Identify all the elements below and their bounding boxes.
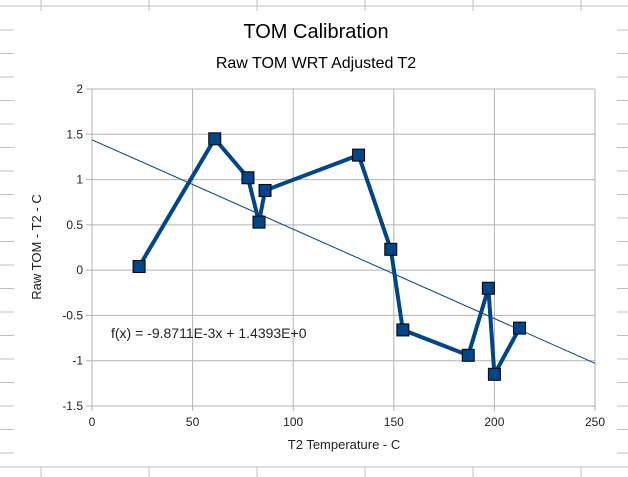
data-point-marker <box>132 260 146 274</box>
y-tick-label: -0.5 <box>62 308 83 322</box>
data-point-marker <box>208 132 222 146</box>
y-tick-label: 0.5 <box>66 218 83 232</box>
y-axis-label: Raw TOM - T2 - C <box>29 194 44 299</box>
y-tick-label: -1 <box>72 354 83 368</box>
trendline-equation: f(x) = -9.8711E-3x + 1.4393E+0 <box>111 325 307 341</box>
y-axis-ticks: 2 1.5 1 0.5 0 -0.5 -1 -1.5 <box>62 82 83 413</box>
x-tick-label: 100 <box>283 415 303 429</box>
y-tick-label: 2 <box>76 82 83 96</box>
x-axis-ticks: 0 50 100 150 200 250 <box>89 415 606 429</box>
chart-title: TOM Calibration <box>243 21 388 43</box>
series-markers <box>132 132 527 381</box>
data-point-marker <box>481 281 495 295</box>
data-point-marker <box>241 171 255 185</box>
x-tick-label: 0 <box>89 415 96 429</box>
data-point-marker <box>396 323 410 337</box>
y-tick-label: -1.5 <box>62 399 83 413</box>
data-point-marker <box>252 215 266 229</box>
data-point-marker <box>487 367 501 381</box>
data-point-marker <box>352 148 366 162</box>
x-tick-label: 150 <box>384 415 404 429</box>
data-point-marker <box>384 242 398 256</box>
x-tick-label: 50 <box>186 415 200 429</box>
x-tick-label: 250 <box>585 415 605 429</box>
x-axis-label: T2 Temperature - C <box>288 437 400 452</box>
y-tick-label: 1 <box>76 173 83 187</box>
y-tick-label: 1.5 <box>66 127 83 141</box>
chart-subtitle: Raw TOM WRT Adjusted T2 <box>216 55 416 72</box>
data-point-marker <box>461 348 475 362</box>
data-point-marker <box>513 321 527 335</box>
x-tick-label: 200 <box>484 415 504 429</box>
data-point-marker <box>258 183 272 197</box>
trendline <box>91 139 596 364</box>
y-tick-label: 0 <box>76 263 83 277</box>
